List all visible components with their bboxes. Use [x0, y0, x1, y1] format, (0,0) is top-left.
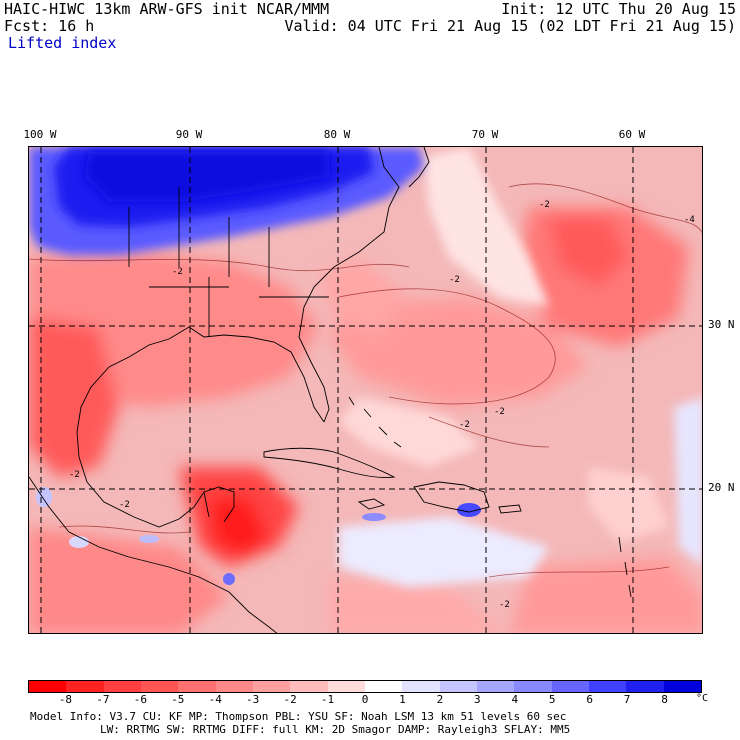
- colorbar-cell: [663, 681, 701, 692]
- colorbar-unit: °C: [696, 693, 709, 704]
- colorbar-cell: [215, 681, 253, 692]
- colorbar-cell: [402, 681, 440, 692]
- contour-label: -2: [172, 267, 183, 277]
- longitude-label-90w: 90 W: [175, 128, 203, 141]
- contour-label: -2: [499, 600, 510, 610]
- contour-label: -4: [684, 215, 695, 225]
- colorbar-tick-label: -8: [58, 693, 73, 706]
- field-shading: [29, 207, 702, 633]
- coastlines: [29, 147, 632, 633]
- valid-time: Valid: 04 UTC Fri 21 Aug 15 (02 LDT Fri …: [284, 17, 736, 35]
- colorbar-tick-label: 8: [661, 693, 668, 706]
- model-info-line-1: Model Info: V3.7 CU: KF MP: Thompson PBL…: [30, 710, 567, 723]
- colorbar-tick-label: 4: [511, 693, 519, 706]
- map-canvas: -2 -2 -2 -4 -2 -2 -2 -2 -2: [29, 147, 702, 633]
- colorbar-cell: [588, 681, 627, 692]
- longitude-label-80w: 80 W: [323, 128, 351, 141]
- colorbar-tick-label: 3: [474, 693, 481, 706]
- colorbar-tick-label: 1: [399, 693, 406, 706]
- contour-label: -2: [69, 470, 80, 480]
- colorbar-cell: [66, 681, 104, 692]
- colorbar-cell: [252, 681, 291, 692]
- colorbar-cell: [364, 681, 403, 692]
- latitude-label-20n: 20 N: [708, 481, 735, 494]
- colorbar-tick-label: -2: [283, 693, 297, 706]
- colorbar-tick-label: -5: [171, 693, 185, 706]
- colorbar-tick-label: 6: [586, 693, 593, 706]
- colorbar-cell: [551, 681, 589, 692]
- field-name: Lifted index: [8, 34, 117, 52]
- colorbar-cell: [626, 681, 664, 692]
- contour-lines: [29, 183, 702, 578]
- longitude-label-60w: 60 W: [618, 128, 646, 141]
- colorbar-tick-label: -4: [208, 693, 222, 706]
- colorbar-cell: [140, 681, 179, 692]
- colorbar-tick-label: -6: [133, 693, 147, 706]
- colorbar-cell: [514, 681, 552, 692]
- contour-label: -2: [119, 500, 130, 510]
- longitude-label-70w: 70 W: [471, 128, 499, 141]
- colorbar-tick-label: -3: [246, 693, 260, 706]
- contour-label: -2: [494, 407, 505, 417]
- lifted-index-map: -2 -2 -2 -4 -2 -2 -2 -2 -2: [28, 146, 703, 634]
- colorbar-cell: [29, 681, 67, 692]
- contour-label: -2: [539, 200, 550, 210]
- model-title: HAIC-HIWC 13km ARW-GFS init NCAR/MMM: [4, 0, 330, 18]
- model-info-line-2: LW: RRTMG SW: RRTMG DIFF: full KM: 2D Sm…: [100, 723, 571, 736]
- colorbar-cell: [327, 681, 365, 692]
- colorbar-tick-label: -7: [96, 693, 110, 706]
- stable-shading: [339, 147, 702, 587]
- colorbar-cell: [476, 681, 515, 692]
- colorbar: [28, 680, 702, 693]
- contour-labels: -2 -2 -2 -4 -2 -2 -2 -2 -2: [69, 200, 695, 610]
- colorbar-tick-label: 2: [436, 693, 444, 706]
- forecast-hour: Fcst: 16 h: [4, 17, 95, 35]
- init-time: Init: 12 UTC Thu 20 Aug 15: [501, 0, 736, 18]
- colorbar-tick-label: 0: [361, 693, 369, 706]
- colorbar-tick-label: -1: [320, 693, 335, 706]
- colorbar-cell: [290, 681, 328, 692]
- graticule: [29, 147, 702, 633]
- positive-li-region: [29, 147, 424, 255]
- longitude-label-100w: 100 W: [23, 128, 57, 141]
- colorbar-cell: [439, 681, 477, 692]
- colorbar-cell: [103, 681, 141, 692]
- contour-label: -2: [449, 275, 460, 285]
- colorbar-tick-label: 7: [623, 693, 631, 706]
- latitude-label-30n: 30 N: [708, 318, 735, 331]
- colorbar-tick-label: 5: [548, 693, 556, 706]
- colorbar-cell: [178, 681, 216, 692]
- contour-label: -2: [459, 420, 470, 430]
